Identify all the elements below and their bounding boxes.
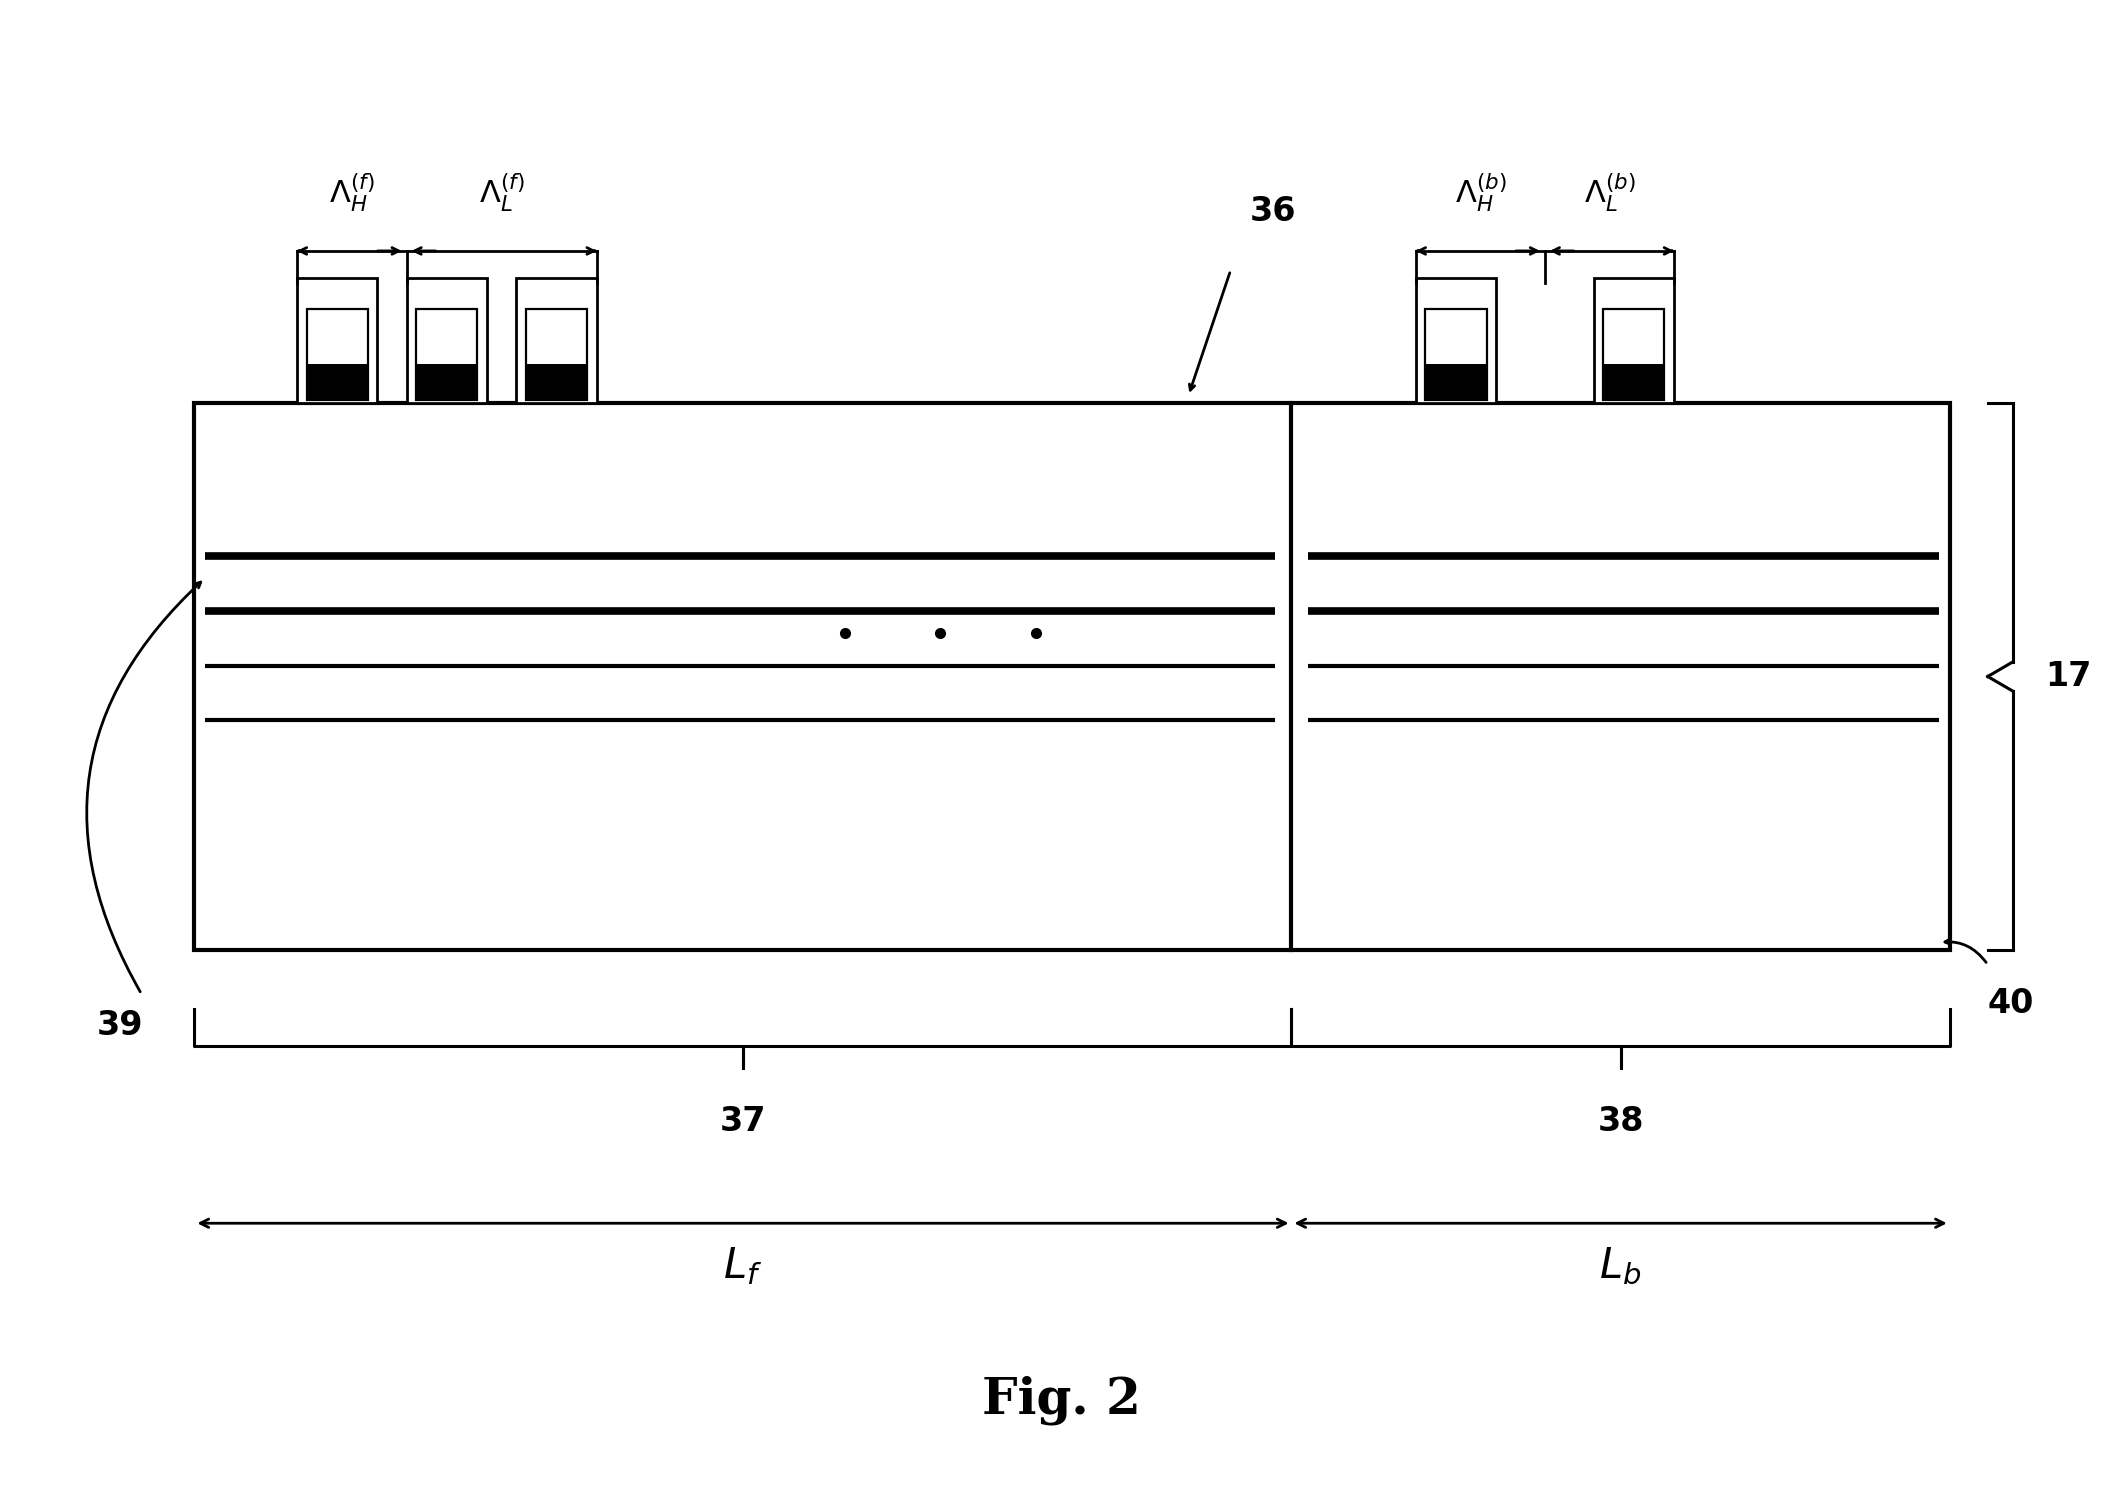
Text: $\Lambda_L^{(f)}$: $\Lambda_L^{(f)}$	[480, 172, 524, 214]
Bar	[1425, 364, 1486, 400]
Text: $L_f$: $L_f$	[724, 1245, 762, 1287]
Text: $\Lambda_L^{(b)}$: $\Lambda_L^{(b)}$	[1584, 172, 1635, 214]
Text: 17: 17	[2044, 660, 2091, 692]
Text: 38: 38	[1596, 1106, 1643, 1138]
Text: 36: 36	[1250, 195, 1297, 227]
Bar	[527, 364, 588, 400]
Bar	[297, 278, 378, 403]
Bar	[527, 309, 588, 400]
Bar	[416, 309, 478, 400]
Bar	[408, 278, 486, 403]
Bar	[306, 364, 367, 400]
Bar	[1603, 364, 1664, 400]
Text: 40: 40	[1987, 987, 2034, 1019]
Bar	[1594, 278, 1673, 403]
Bar	[1603, 309, 1664, 400]
Text: $L_b$: $L_b$	[1599, 1245, 1641, 1287]
Bar	[416, 364, 478, 400]
Bar	[516, 278, 597, 403]
Bar	[1416, 278, 1497, 403]
Text: 37: 37	[720, 1106, 766, 1138]
Text: 39: 39	[98, 1009, 144, 1042]
Text: $\Lambda_H^{(f)}$: $\Lambda_H^{(f)}$	[329, 172, 374, 214]
Text: Fig. 2: Fig. 2	[983, 1376, 1140, 1425]
Bar	[306, 309, 367, 400]
Text: $\Lambda_H^{(b)}$: $\Lambda_H^{(b)}$	[1454, 172, 1505, 214]
Bar	[195, 403, 1949, 950]
Bar	[1425, 309, 1486, 400]
